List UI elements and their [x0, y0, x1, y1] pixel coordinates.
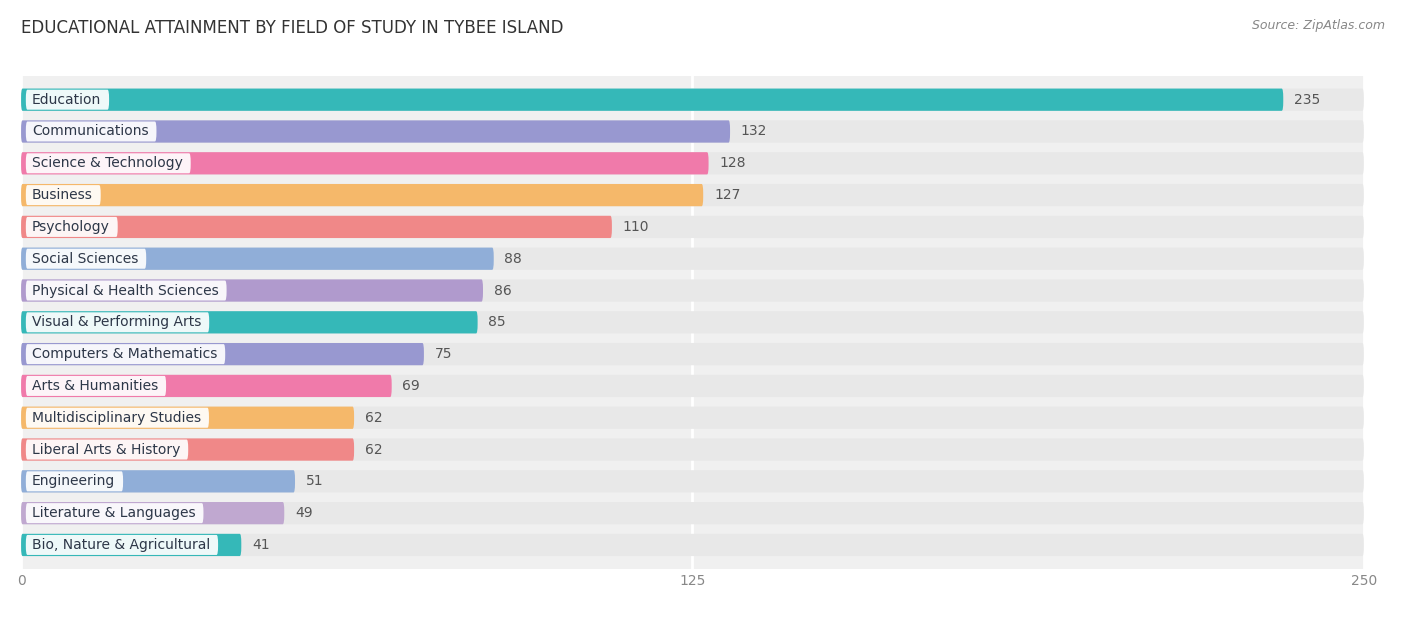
FancyBboxPatch shape: [25, 90, 110, 110]
FancyBboxPatch shape: [25, 154, 191, 173]
Text: Psychology: Psychology: [32, 220, 110, 234]
FancyBboxPatch shape: [25, 439, 188, 459]
Text: Computers & Mathematics: Computers & Mathematics: [32, 347, 217, 361]
FancyBboxPatch shape: [21, 120, 730, 143]
FancyBboxPatch shape: [25, 185, 101, 205]
FancyBboxPatch shape: [21, 470, 295, 492]
FancyBboxPatch shape: [21, 534, 242, 556]
FancyBboxPatch shape: [25, 344, 225, 364]
FancyBboxPatch shape: [25, 121, 156, 142]
FancyBboxPatch shape: [25, 408, 209, 428]
FancyBboxPatch shape: [21, 248, 1364, 270]
FancyBboxPatch shape: [21, 502, 1364, 525]
FancyBboxPatch shape: [25, 535, 218, 555]
FancyBboxPatch shape: [25, 471, 124, 491]
FancyBboxPatch shape: [21, 216, 612, 238]
FancyBboxPatch shape: [21, 375, 392, 397]
Text: Source: ZipAtlas.com: Source: ZipAtlas.com: [1251, 19, 1385, 32]
FancyBboxPatch shape: [21, 470, 1364, 492]
Text: Social Sciences: Social Sciences: [32, 252, 138, 265]
Text: Physical & Health Sciences: Physical & Health Sciences: [32, 284, 218, 298]
FancyBboxPatch shape: [21, 502, 284, 525]
Text: Education: Education: [32, 93, 101, 107]
FancyBboxPatch shape: [21, 311, 478, 334]
FancyBboxPatch shape: [21, 184, 703, 206]
Text: 51: 51: [305, 475, 323, 489]
Text: Literature & Languages: Literature & Languages: [32, 506, 195, 520]
FancyBboxPatch shape: [21, 120, 1364, 143]
Text: Arts & Humanities: Arts & Humanities: [32, 379, 157, 393]
Text: Visual & Performing Arts: Visual & Performing Arts: [32, 315, 201, 329]
Text: Engineering: Engineering: [32, 475, 115, 489]
Text: 127: 127: [714, 188, 741, 202]
Text: 132: 132: [741, 125, 768, 138]
FancyBboxPatch shape: [21, 343, 425, 365]
Text: 62: 62: [364, 442, 382, 456]
FancyBboxPatch shape: [21, 534, 1364, 556]
FancyBboxPatch shape: [21, 279, 484, 301]
FancyBboxPatch shape: [21, 406, 1364, 429]
Text: Business: Business: [32, 188, 93, 202]
FancyBboxPatch shape: [21, 216, 1364, 238]
Text: 85: 85: [488, 315, 506, 329]
Text: EDUCATIONAL ATTAINMENT BY FIELD OF STUDY IN TYBEE ISLAND: EDUCATIONAL ATTAINMENT BY FIELD OF STUDY…: [21, 19, 564, 37]
Text: Liberal Arts & History: Liberal Arts & History: [32, 442, 180, 456]
FancyBboxPatch shape: [21, 439, 1364, 461]
Text: Science & Technology: Science & Technology: [32, 156, 183, 170]
FancyBboxPatch shape: [25, 503, 204, 523]
FancyBboxPatch shape: [25, 217, 118, 237]
Text: 49: 49: [295, 506, 312, 520]
Text: 235: 235: [1294, 93, 1320, 107]
Text: 88: 88: [505, 252, 522, 265]
FancyBboxPatch shape: [21, 184, 1364, 206]
FancyBboxPatch shape: [25, 249, 146, 269]
Text: Multidisciplinary Studies: Multidisciplinary Studies: [32, 411, 201, 425]
FancyBboxPatch shape: [25, 376, 166, 396]
Text: Communications: Communications: [32, 125, 149, 138]
Text: 41: 41: [252, 538, 270, 552]
FancyBboxPatch shape: [21, 406, 354, 429]
Text: 75: 75: [434, 347, 453, 361]
FancyBboxPatch shape: [21, 248, 494, 270]
Text: 128: 128: [720, 156, 745, 170]
FancyBboxPatch shape: [21, 343, 1364, 365]
Text: 110: 110: [623, 220, 650, 234]
FancyBboxPatch shape: [25, 281, 226, 301]
FancyBboxPatch shape: [21, 311, 1364, 334]
Text: Bio, Nature & Agricultural: Bio, Nature & Agricultural: [32, 538, 209, 552]
FancyBboxPatch shape: [21, 88, 1284, 111]
FancyBboxPatch shape: [21, 439, 354, 461]
Text: 69: 69: [402, 379, 420, 393]
FancyBboxPatch shape: [21, 279, 1364, 301]
FancyBboxPatch shape: [21, 152, 709, 174]
FancyBboxPatch shape: [21, 375, 1364, 397]
Text: 62: 62: [364, 411, 382, 425]
FancyBboxPatch shape: [21, 88, 1364, 111]
FancyBboxPatch shape: [25, 312, 209, 332]
Text: 86: 86: [494, 284, 512, 298]
FancyBboxPatch shape: [21, 152, 1364, 174]
